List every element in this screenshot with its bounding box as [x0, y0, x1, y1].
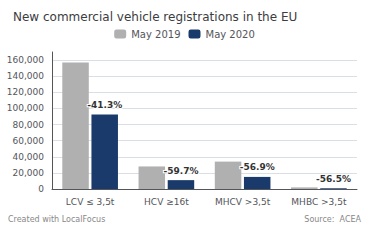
svg-text:100,000: 100,000: [7, 103, 44, 113]
svg-text:0: 0: [38, 184, 44, 194]
svg-text:HCV ≥16t: HCV ≥16t: [144, 197, 189, 207]
svg-text:May 2020: May 2020: [206, 29, 255, 40]
svg-text:May 2019: May 2019: [131, 29, 180, 40]
svg-text:-56.5%: -56.5%: [316, 174, 351, 184]
svg-text:LCV ≤ 3,5t: LCV ≤ 3,5t: [66, 197, 115, 207]
svg-text:60,000: 60,000: [13, 136, 45, 146]
svg-text:Created with LocalFocus: Created with LocalFocus: [8, 215, 105, 224]
svg-text:160,000: 160,000: [7, 55, 44, 65]
svg-text:140,000: 140,000: [7, 71, 44, 81]
svg-text:-41.3%: -41.3%: [87, 100, 122, 110]
svg-text:-59.7%: -59.7%: [163, 166, 198, 176]
svg-text:MHBC >3,5t: MHBC >3,5t: [291, 197, 347, 207]
svg-text:20,000: 20,000: [13, 168, 45, 178]
svg-text:80,000: 80,000: [13, 120, 45, 130]
svg-text:New commercial vehicle registr: New commercial vehicle registrations in …: [13, 10, 297, 24]
svg-text:MHCV >3,5t: MHCV >3,5t: [215, 197, 271, 207]
svg-text:40,000: 40,000: [13, 152, 45, 162]
svg-text:120,000: 120,000: [7, 87, 44, 97]
svg-text:-56.9%: -56.9%: [240, 162, 275, 172]
svg-text:Source: ACEA: Source: ACEA: [304, 215, 361, 224]
